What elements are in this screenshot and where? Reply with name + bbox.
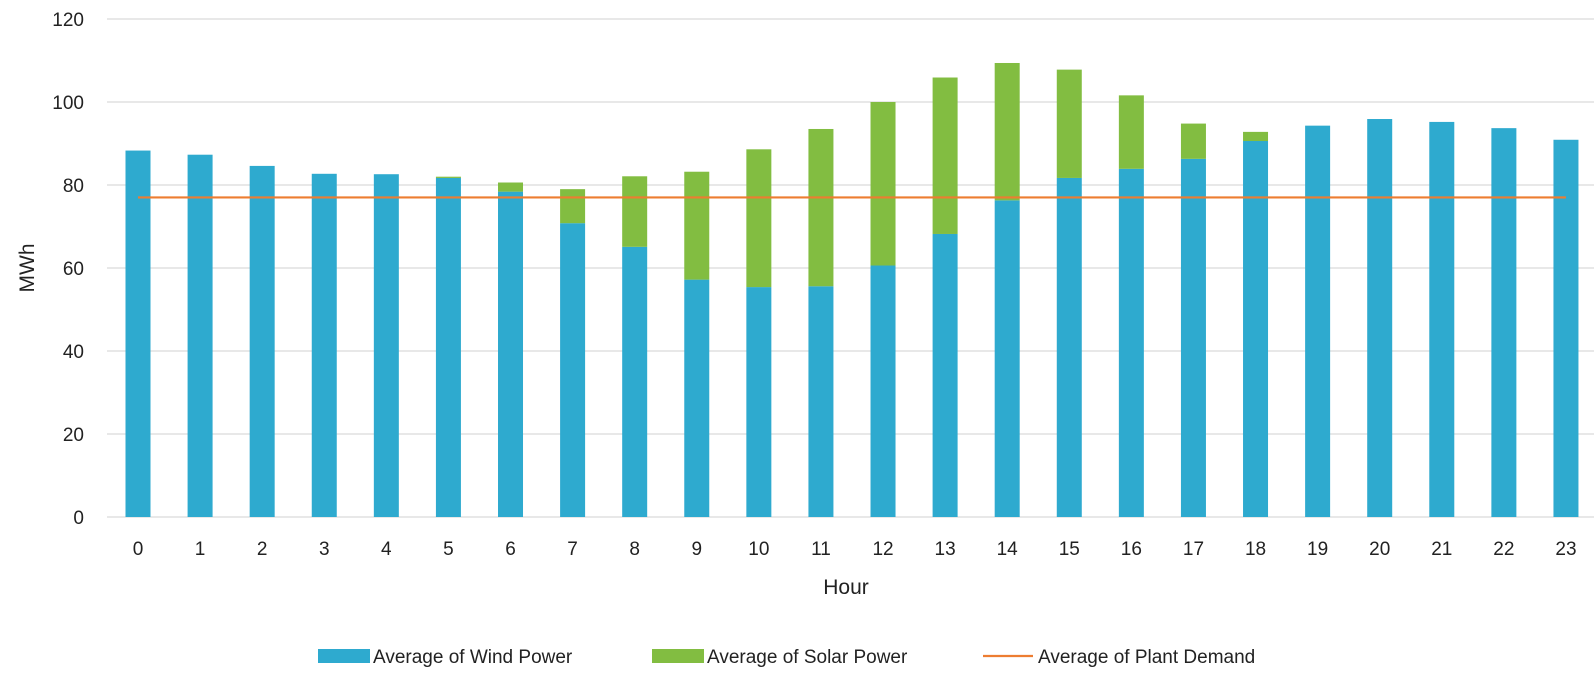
- legend: Average of Wind Power Average of Solar Po…: [318, 647, 1255, 668]
- solar-bar-15: [1056, 69, 1082, 178]
- solar-bar-17: [1180, 123, 1206, 159]
- x-tick-label: 9: [691, 539, 702, 560]
- wind-bar-23: [1553, 139, 1579, 517]
- legend-label: Average of Wind Power: [373, 647, 573, 668]
- solar-bar-11: [808, 128, 834, 287]
- solar-bar-9: [684, 171, 710, 280]
- y-tick-label: 40: [63, 342, 84, 363]
- x-axis-ticks: 0 1 2 3 4 5 6 7 8 9 10 11 12 13 14 15 16 17 18 19 20 21 22 23: [133, 539, 1577, 560]
- x-tick-label: 1: [195, 539, 206, 560]
- legend-swatch-solar: [652, 649, 704, 663]
- wind-bar-2: [249, 165, 275, 517]
- wind-bar-6: [498, 191, 524, 517]
- x-tick-label: 15: [1059, 539, 1080, 560]
- x-tick-label: 3: [319, 539, 330, 560]
- solar-bar-18: [1243, 131, 1269, 142]
- wind-bar-17: [1180, 158, 1206, 518]
- y-axis-label: MWh: [16, 244, 39, 293]
- wind-bar-1: [187, 154, 213, 517]
- wind-bar-3: [311, 173, 337, 518]
- x-tick-label: 6: [505, 539, 516, 560]
- y-tick-label: 80: [63, 176, 84, 197]
- wind-bar-15: [1056, 177, 1082, 517]
- solar-bar-5: [435, 176, 461, 178]
- wind-bar-5: [435, 177, 461, 517]
- y-tick-label: 120: [52, 10, 84, 31]
- solar-bar-16: [1118, 95, 1144, 169]
- legend-label: Average of Solar Power: [707, 647, 908, 668]
- wind-bar-0: [125, 150, 151, 517]
- wind-bar-20: [1367, 119, 1393, 517]
- x-tick-label: 21: [1431, 539, 1452, 560]
- y-tick-label: 100: [52, 93, 84, 114]
- solar-bar-10: [746, 149, 772, 288]
- y-axis-ticks: 0 20 40 60 80 100 120: [52, 10, 84, 529]
- x-tick-label: 8: [629, 539, 640, 560]
- x-tick-label: 20: [1369, 539, 1390, 560]
- wind-bar-9: [684, 279, 710, 517]
- x-tick-label: 13: [935, 539, 956, 560]
- y-tick-label: 0: [73, 508, 84, 529]
- x-tick-label: 22: [1493, 539, 1514, 560]
- legend-swatch-wind: [318, 649, 370, 663]
- x-tick-label: 4: [381, 539, 392, 560]
- wind-bar-21: [1429, 121, 1455, 518]
- wind-bar-14: [994, 200, 1020, 518]
- wind-bar-22: [1491, 128, 1517, 517]
- x-tick-label: 7: [567, 539, 578, 560]
- x-tick-label: 18: [1245, 539, 1266, 560]
- wind-bar-7: [560, 223, 586, 517]
- wind-bar-18: [1243, 141, 1269, 517]
- solar-bar-7: [560, 189, 586, 224]
- gridlines: [107, 18, 1594, 518]
- wind-bar-19: [1305, 125, 1331, 517]
- y-tick-label: 60: [63, 259, 84, 280]
- x-tick-label: 19: [1307, 539, 1328, 560]
- x-tick-label: 11: [811, 539, 831, 560]
- solar-bar-13: [932, 77, 958, 234]
- bars-group: [125, 62, 1579, 518]
- x-tick-label: 14: [997, 539, 1019, 560]
- wind-bar-12: [870, 265, 896, 517]
- wind-bar-16: [1118, 168, 1144, 517]
- solar-bar-8: [622, 176, 648, 247]
- x-tick-label: 2: [257, 539, 268, 560]
- y-tick-label: 20: [63, 425, 84, 446]
- wind-bar-13: [932, 233, 958, 517]
- x-tick-label: 16: [1121, 539, 1142, 560]
- x-axis-label: Hour: [823, 576, 869, 599]
- wind-bar-4: [373, 174, 399, 517]
- solar-bar-12: [870, 102, 896, 266]
- legend-label: Average of Plant Demand: [1038, 647, 1255, 668]
- x-tick-label: 17: [1183, 539, 1204, 560]
- x-tick-label: 5: [443, 539, 454, 560]
- solar-bar-14: [994, 62, 1020, 201]
- solar-bar-6: [498, 182, 524, 192]
- wind-bar-8: [622, 246, 648, 517]
- x-tick-label: 0: [133, 539, 144, 560]
- wind-bar-10: [746, 287, 772, 517]
- x-tick-label: 10: [748, 539, 769, 560]
- x-tick-label: 12: [872, 539, 893, 560]
- x-tick-label: 23: [1555, 539, 1576, 560]
- wind-bar-11: [808, 286, 834, 517]
